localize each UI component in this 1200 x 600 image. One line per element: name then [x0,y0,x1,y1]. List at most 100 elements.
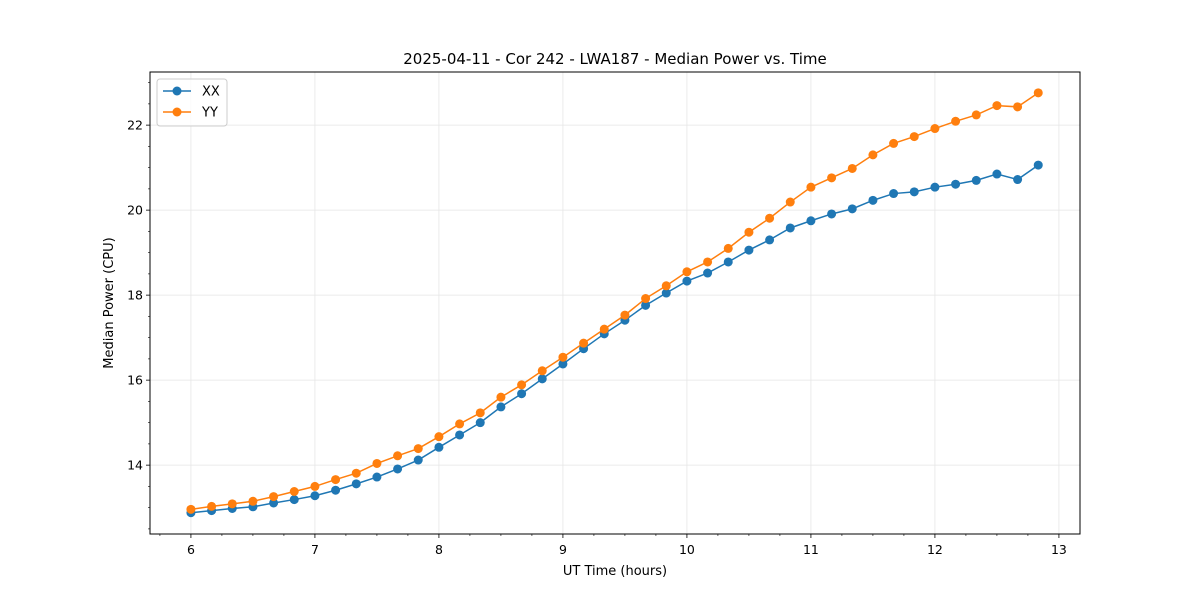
plot-frame [149,71,1081,535]
x-axis-label: UT Time (hours) [563,564,667,579]
data-point-xx [351,479,361,489]
data-point-yy [496,392,506,402]
x-tick-label: 9 [559,542,567,557]
data-point-xx [806,216,816,226]
legend-label-yy: YY [201,106,218,121]
data-point-yy [992,101,1002,111]
legend-label-xx: XX [202,85,220,100]
data-series [186,88,1043,518]
data-point-xx [847,204,857,214]
data-point-xx [785,223,795,233]
data-point-xx [992,169,1002,179]
data-point-xx [971,175,981,185]
data-point-yy [620,310,630,320]
data-point-xx [310,491,320,501]
data-point-yy [847,163,857,173]
data-point-yy [372,458,382,468]
data-point-yy [599,324,609,334]
data-point-xx [765,235,775,245]
x-tick-label: 12 [927,542,943,557]
data-point-yy [785,197,795,207]
data-point-xx [930,182,940,192]
data-point-xx [909,187,919,197]
data-point-yy [351,468,361,478]
data-point-yy [227,499,237,509]
legend-entry-xx: XX [163,85,220,100]
data-point-xx [744,245,754,255]
data-point-yy [765,213,775,223]
grid-lines [150,72,1080,534]
data-point-xx [269,498,279,508]
data-point-yy [703,257,713,267]
x-tick-label: 10 [679,542,695,557]
data-point-yy [868,150,878,160]
y-tick-label: 14 [127,458,143,473]
y-tick-label: 16 [127,373,143,388]
data-point-xx [723,257,733,267]
data-point-yy [537,366,547,376]
data-point-xx [558,359,568,369]
data-point-yy [806,182,816,192]
data-point-yy [723,243,733,253]
data-point-yy [744,227,754,237]
data-point-yy [641,294,651,304]
x-tick-label: 11 [803,542,819,557]
data-point-xx [475,418,485,428]
data-point-xx [703,268,713,278]
legend-entry-yy: YY [163,106,218,121]
data-point-yy [517,380,527,390]
data-point-xx [827,209,837,219]
data-point-xx [682,276,692,286]
data-point-yy [289,486,299,496]
y-tick-label: 20 [127,203,143,218]
data-point-yy [889,138,899,148]
data-point-xx [889,189,899,199]
legend-marker-yy [172,107,182,117]
plot-area [149,71,1081,535]
data-point-xx [289,495,299,505]
data-point-yy [331,475,341,485]
data-point-yy [930,124,940,134]
x-tick-label: 13 [1051,542,1067,557]
data-point-yy [455,419,465,429]
legend-marker-xx [172,86,182,96]
data-point-xx [641,300,651,310]
data-point-xx [413,455,423,465]
x-tick-label: 7 [311,542,319,557]
data-point-xx [868,195,878,205]
data-point-yy [186,504,196,514]
data-point-yy [909,132,919,142]
data-point-yy [248,496,258,506]
y-tick-label: 22 [127,118,143,133]
data-point-yy [682,267,692,277]
data-point-xx [517,389,527,399]
y-tick-label: 18 [127,288,143,303]
data-point-yy [310,481,320,491]
data-point-xx [537,374,547,384]
data-point-yy [951,116,961,126]
data-point-xx [393,464,403,474]
data-point-yy [827,173,837,183]
data-point-xx [372,472,382,482]
legend: XX YY [156,78,228,127]
data-point-yy [971,110,981,120]
data-point-yy [413,444,423,454]
data-point-xx [455,430,465,440]
y-axis-label: Median Power (CPU) [102,237,117,368]
x-tick-label: 8 [435,542,443,557]
data-point-yy [269,492,279,502]
data-point-yy [393,451,403,461]
data-point-yy [1013,102,1023,112]
data-point-yy [1033,88,1043,98]
data-point-yy [558,352,568,362]
data-point-yy [475,408,485,418]
axis-ticks: 6 7 8 9 10 11 12 13 14 16 18 20 22 [127,82,1067,557]
data-point-yy [434,432,444,442]
data-point-xx [661,288,671,298]
data-point-yy [661,281,671,291]
chart-title: 2025-04-11 - Cor 242 - LWA187 - Median P… [403,50,827,68]
data-point-yy [579,338,589,348]
data-point-xx [1033,160,1043,170]
data-point-xx [331,485,341,495]
